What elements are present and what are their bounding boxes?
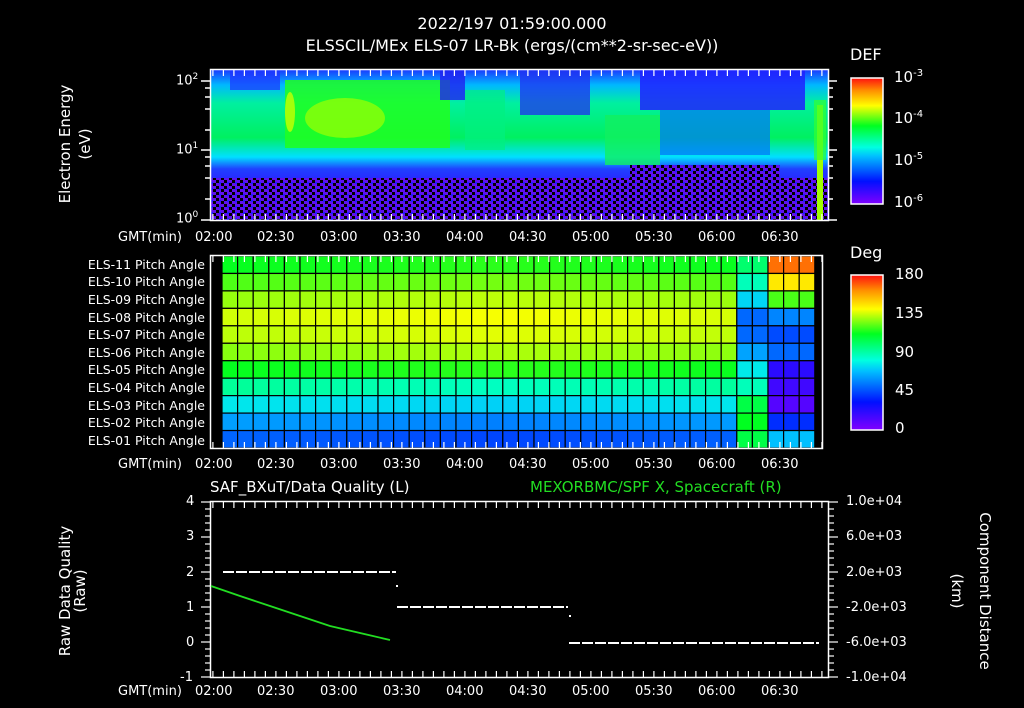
energy-ylabel: Electron Energy [56,84,74,204]
panel1-title: ELSSCIL/MEx ELS-07 LR-Bk (ergs/(cm**2-sr… [305,36,719,55]
spf-x-series [210,585,391,641]
def-tick-1e-3: 10-3 [894,68,924,86]
energy-ytick-100: 102 [176,72,199,89]
data-quality-series [223,571,819,644]
deg-tick-180: 180 [895,265,924,283]
deg-tick-45: 45 [895,381,915,399]
ql-tick-neg1: -1 [180,670,193,685]
energy-x-ticks [212,70,823,220]
qr-tick-2e3: 2.0e+03 [846,565,903,580]
quality-ylabel-left-unit: (Raw) [71,569,89,613]
qr-tick-6e3: 6.0e+03 [846,529,903,544]
ql-tick-3: 3 [186,529,195,544]
energy-ytick-1: 100 [176,210,199,227]
energy-ylabel-unit: (eV) [76,128,94,160]
quality-ticks [201,501,838,678]
deg-colorbar-title: Deg [850,243,883,262]
quality-ylabel-right: Component Distance [976,512,994,670]
ql-tick-4: 4 [186,494,195,509]
qr-tick-neg6e3: -6.0e+03 [846,635,907,650]
deg-colorbar [850,274,884,431]
ql-tick-2: 2 [186,565,195,580]
quality-title-right: MEXORBMC/SPF X, Spacecraft (R) [530,478,782,496]
qr-tick-neg1e4: -1.0e+04 [846,670,907,685]
deg-tick-90: 90 [895,343,915,361]
ql-tick-1: 1 [186,600,195,615]
energy-ytick-10: 101 [176,141,199,158]
quality-ylabel-right-unit: (km) [948,573,966,609]
timestamp-title: 2022/197 01:59:00.000 [417,14,607,33]
def-tick-1e-4: 10-4 [894,109,924,127]
quality-title-left: SAF_BXuT/Data Quality (L) [210,478,410,496]
pitch-x-ticks [212,256,823,448]
def-tick-1e-5: 10-5 [894,151,924,169]
deg-tick-135: 135 [895,304,924,322]
def-colorbar-title: DEF [850,45,882,64]
deg-tick-0: 0 [895,419,905,437]
def-colorbar [850,77,884,205]
pitch-angle-heatmap [211,255,822,449]
ql-tick-0: 0 [186,635,195,650]
energy-y-ticks [201,80,837,221]
qr-tick-1e4: 1.0e+04 [846,494,903,509]
qr-tick-neg2e3: -2.0e+03 [846,600,907,615]
def-tick-1e-6: 10-6 [894,193,924,211]
data-quality-plot [209,500,830,679]
